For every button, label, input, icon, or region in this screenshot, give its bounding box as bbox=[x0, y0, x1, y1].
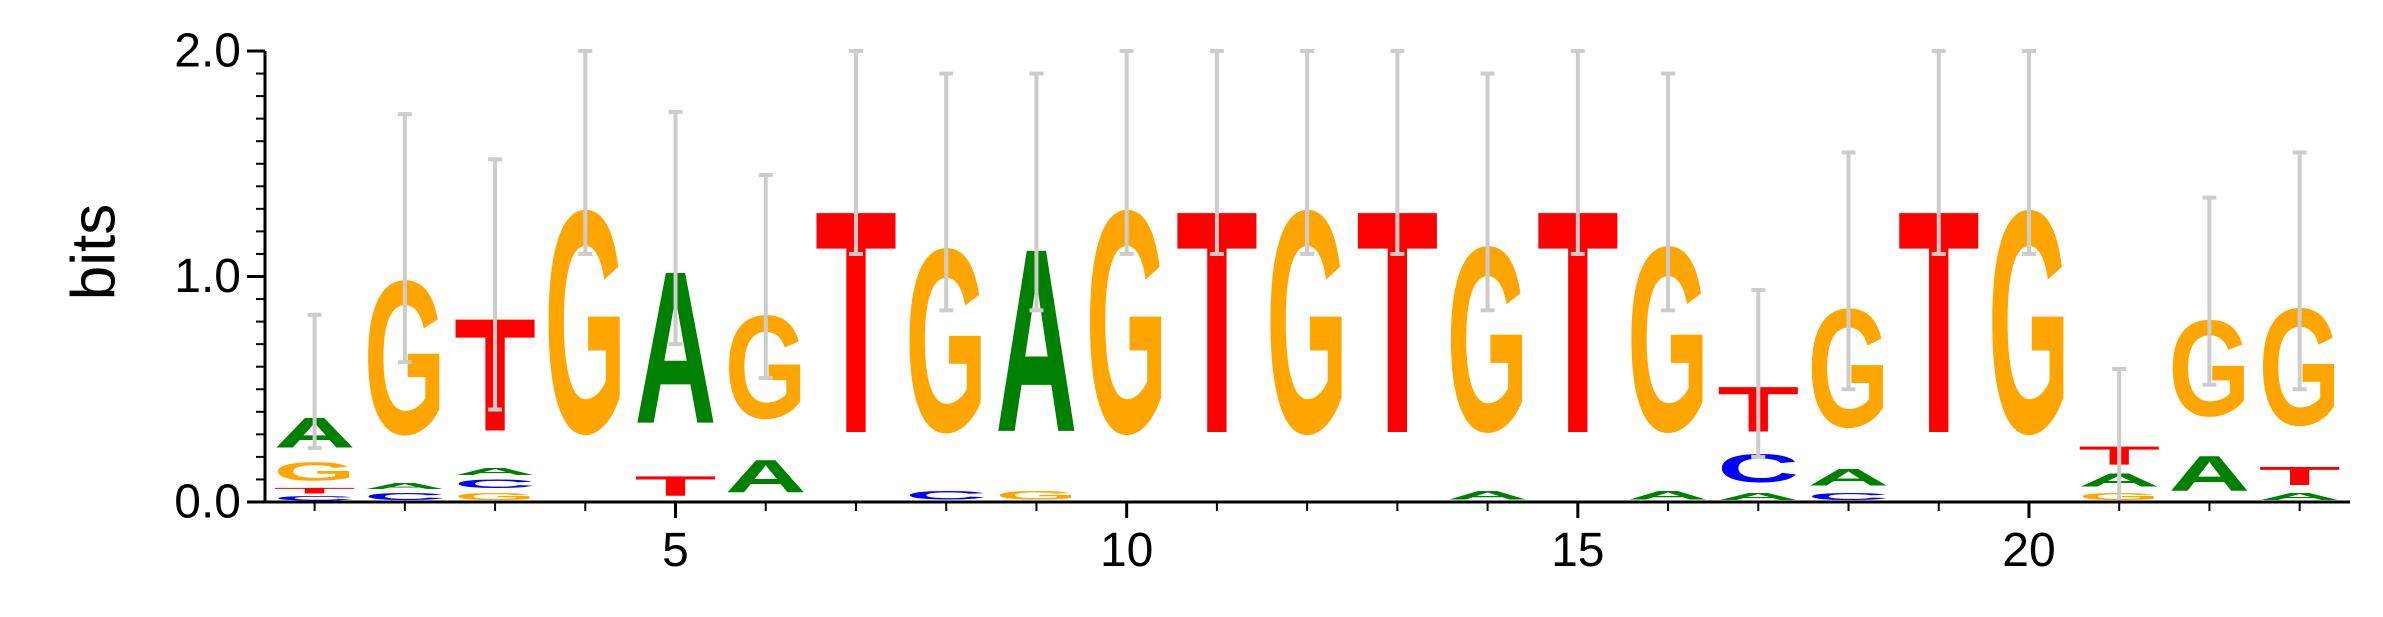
axes: 0.0 1.0 2.0 5 10 15 20 bbox=[174, 25, 2350, 577]
y-axis-title: bits bbox=[59, 204, 128, 300]
logo-letter-a: A bbox=[2259, 491, 2341, 502]
error-bar bbox=[758, 173, 773, 380]
error-bar bbox=[2021, 49, 2036, 256]
logo-letter-a: A bbox=[1627, 489, 1709, 502]
logo-letter-a: A bbox=[2168, 445, 2250, 502]
logo-letter-c: C bbox=[274, 495, 356, 502]
y-tick-label: 2.0 bbox=[174, 25, 241, 78]
logo-letter-a: A bbox=[725, 451, 807, 502]
logo-letter-c: C bbox=[1808, 491, 1890, 502]
logo-letter-a: A bbox=[1447, 489, 1529, 502]
error-bar bbox=[1661, 71, 1676, 313]
error-bar bbox=[1570, 49, 1585, 256]
logo-letter-t: T bbox=[635, 470, 717, 502]
logo-letter-a: A bbox=[364, 482, 446, 491]
error-bar bbox=[1751, 288, 1766, 459]
error-bar bbox=[1029, 71, 1044, 313]
logo-letter-a: A bbox=[1808, 464, 1890, 491]
error-bar bbox=[848, 49, 863, 256]
x-tick-label: 20 bbox=[2002, 524, 2055, 577]
logo-letter-c: C bbox=[905, 489, 987, 502]
logo-letter-t: T bbox=[2259, 461, 2341, 490]
error-bar bbox=[397, 112, 412, 365]
y-tick-label: 0.0 bbox=[174, 476, 241, 529]
y-tick-label: 1.0 bbox=[174, 250, 241, 303]
error-bar bbox=[2202, 195, 2217, 387]
x-tick-label: 15 bbox=[1551, 524, 1604, 577]
logo-letter-g: G bbox=[274, 457, 356, 486]
error-bar bbox=[939, 71, 954, 313]
error-bar bbox=[307, 312, 322, 450]
logo-letter-t: T bbox=[274, 486, 356, 495]
error-bar bbox=[1300, 49, 1315, 256]
error-bars-overlay bbox=[307, 49, 2307, 502]
logo-letter-c: C bbox=[364, 491, 446, 502]
error-bar bbox=[578, 49, 593, 256]
error-bar bbox=[668, 109, 683, 347]
x-tick-label: 5 bbox=[662, 524, 689, 577]
x-tick-label: 10 bbox=[1100, 524, 1153, 577]
error-bar bbox=[1841, 150, 1856, 392]
logo-letter-a: A bbox=[1717, 491, 1799, 502]
error-bar bbox=[2112, 366, 2127, 502]
error-bar bbox=[1931, 49, 1946, 256]
error-bar bbox=[488, 157, 503, 412]
logo-letter-g: G bbox=[454, 491, 536, 502]
error-bar bbox=[1480, 71, 1495, 313]
error-bar bbox=[1119, 49, 1134, 256]
logo-letter-a: A bbox=[454, 466, 536, 477]
error-bar bbox=[1390, 49, 1405, 256]
error-bar bbox=[1209, 49, 1224, 256]
logo-letter-c: C bbox=[454, 477, 536, 490]
logo-letter-g: G bbox=[995, 488, 1077, 502]
error-bar bbox=[2292, 150, 2307, 392]
